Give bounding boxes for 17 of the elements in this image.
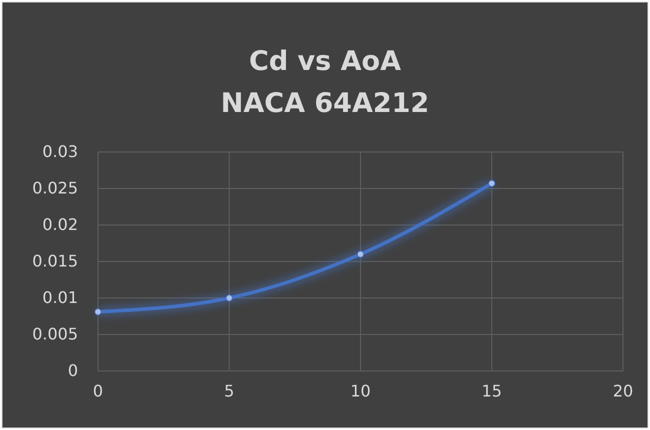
y-tick-label: 0 — [68, 361, 78, 380]
point — [488, 180, 496, 187]
y-tick-label: 0.01 — [42, 288, 78, 308]
y-tick-label: 0.005 — [32, 324, 78, 344]
chart-title: Cd vs AoA NACA 64A212 — [220, 46, 430, 119]
x-tick-label: 15 — [482, 381, 502, 400]
point — [357, 250, 364, 258]
y-tick-label: 0.015 — [32, 252, 78, 271]
x-tick-label: 10 — [350, 381, 371, 400]
x-tick-label: 0 — [92, 381, 104, 400]
y-tick-label: 0.02 — [42, 215, 78, 234]
x-tick-label: 5 — [224, 381, 234, 400]
y-tick-label: 0.03 — [42, 142, 78, 162]
point — [94, 308, 102, 316]
y-tick-label: 0.025 — [32, 178, 78, 198]
x-tick-label: 20 — [612, 381, 634, 400]
point — [226, 294, 233, 302]
